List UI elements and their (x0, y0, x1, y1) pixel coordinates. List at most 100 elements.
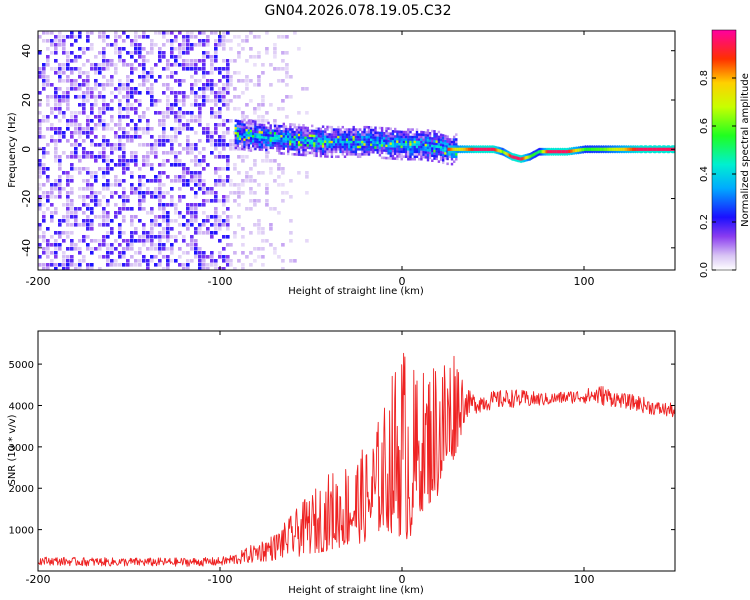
spectrogram-cell (411, 135, 414, 139)
spectrogram-cell (46, 75, 50, 79)
spectrogram-cell (86, 247, 90, 251)
track-segment (665, 147, 671, 151)
spectrogram-cell (50, 83, 54, 87)
spectrogram-cell (98, 83, 102, 87)
spectrogram-cell (38, 99, 42, 103)
track-segment (461, 147, 464, 151)
spectrogram-cell (146, 35, 150, 39)
spectrogram-cell (455, 138, 458, 141)
spectrogram-cell (106, 211, 110, 215)
spectrogram-cell (361, 140, 364, 144)
spectrogram-cell (122, 151, 126, 155)
spectrogram-cell (317, 127, 320, 131)
spectrogram-cell (247, 148, 251, 152)
spectrogram-cell (174, 131, 178, 135)
spectrogram-cell (206, 263, 210, 267)
spectrogram-cell (70, 211, 74, 215)
spectrogram-cell (106, 203, 110, 207)
spectrogram-cell (409, 153, 412, 156)
spectrogram-cell (118, 155, 122, 159)
spectrogram-cell (332, 140, 336, 144)
spectrogram-cell (158, 263, 162, 267)
spectrogram-cell (134, 227, 138, 231)
y-tick-label: 20 (20, 93, 33, 107)
spectrogram-cell (289, 135, 292, 139)
spectrogram-cell (94, 95, 98, 99)
spectrogram-cell (58, 139, 62, 143)
spectrogram-cell (428, 154, 432, 157)
spectrogram-cell (130, 187, 134, 191)
spectrogram-cell (249, 167, 253, 171)
spectrogram-cell (158, 111, 162, 115)
spectrogram-cell (206, 39, 210, 43)
spectrogram-cell (319, 154, 323, 158)
spectrogram-cell (222, 31, 226, 35)
spectrogram-cell (284, 132, 288, 136)
spectrogram-cell (297, 153, 301, 156)
spectrogram-cell (442, 153, 445, 157)
spectrogram-cell (166, 239, 170, 243)
spectrogram-cell (304, 146, 307, 149)
spectrogram-cell (413, 150, 416, 154)
spectrogram-cell (391, 157, 395, 160)
spectrogram-cell (142, 35, 146, 39)
spectrogram-cell (348, 143, 351, 146)
spectrogram-cell (174, 99, 178, 103)
spectrogram-cell (82, 79, 86, 83)
spectrogram-cell (166, 259, 170, 263)
spectrogram-cell (186, 43, 190, 47)
spectrogram-cell (267, 138, 270, 142)
spectrogram-cell (400, 143, 403, 146)
spectrogram-cell (330, 145, 334, 149)
spectrogram-cell (94, 115, 98, 119)
spectrogram-cell (319, 147, 323, 150)
spectrogram-cell (222, 255, 226, 259)
spectrogram-cell (86, 235, 90, 239)
track-segment (454, 147, 456, 151)
track-segment (486, 147, 489, 151)
spectrogram-cell (409, 155, 412, 158)
spectrogram-cell (238, 135, 242, 138)
spectrogram-cell (46, 263, 50, 267)
spectrogram-cell (202, 159, 206, 163)
spectrogram-cell (354, 145, 358, 149)
track-segment (609, 147, 612, 151)
spectrogram-cell (58, 155, 62, 159)
spectrogram-cell (54, 131, 58, 135)
spectrogram-cell (210, 131, 214, 135)
spectrogram-cell (138, 203, 142, 207)
spectrogram-cell (407, 130, 410, 134)
spectrogram-cell (252, 137, 255, 140)
track-segment (622, 147, 626, 151)
spectrogram-cell (54, 155, 58, 159)
spectrogram-cell (42, 31, 46, 35)
spectrogram-cell (260, 148, 264, 151)
spectrogram-cell (284, 135, 288, 138)
spectrogram-cell (278, 129, 281, 133)
spectrogram-cell (453, 138, 456, 141)
spectrogram-cell (170, 151, 174, 155)
spectrogram-cell (198, 39, 202, 43)
spectrogram-cell (281, 259, 285, 263)
spectrogram-cell (106, 187, 110, 191)
spectrogram-cell (202, 43, 206, 47)
spectrogram-cell (158, 139, 162, 143)
spectrogram-cell (190, 239, 194, 243)
track-segment (499, 149, 502, 153)
spectrogram-cell (166, 203, 170, 207)
spectrogram-cell (118, 139, 122, 143)
spectrogram-cell (142, 55, 146, 59)
spectrogram-cell (267, 121, 270, 125)
spectrogram-cell (455, 140, 458, 144)
spectrogram-cell (245, 179, 249, 183)
spectrogram-cell (70, 87, 74, 91)
spectrogram-cell (70, 83, 74, 87)
spectrogram-cell (74, 263, 78, 267)
spectrogram-cell (269, 167, 273, 171)
spectrogram-cell (426, 151, 430, 154)
spectrogram-cell (46, 175, 50, 179)
spectrogram-cell (186, 31, 190, 35)
spectrogram-cell (98, 151, 102, 155)
spectrogram-cell (158, 163, 162, 167)
spectrogram-cell (222, 143, 226, 147)
